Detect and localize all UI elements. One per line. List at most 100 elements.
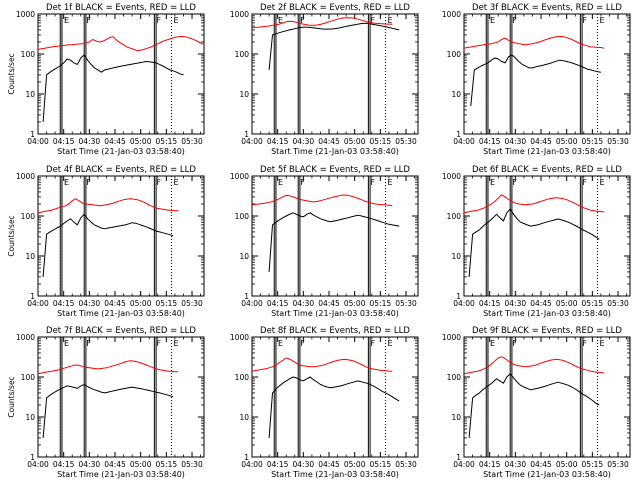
y-tick-label: 10	[451, 413, 461, 422]
y-tick-label: 1	[456, 292, 461, 301]
x-axis-label: Start Time (21-Jan-03 03:58:40)	[57, 309, 185, 318]
panel-title: Det 6f BLACK = Events, RED = LLD	[472, 165, 622, 175]
x-tick-label: 05:00	[344, 137, 366, 146]
x-tick-label: 04:30	[79, 137, 101, 146]
series-group	[38, 35, 204, 123]
panel-det-6: Det 6f BLACK = Events, RED = LLD 04:00 04:…	[442, 165, 631, 318]
y-tick-label: 10	[239, 413, 249, 422]
x-tick-label: 04:30	[505, 137, 527, 146]
interval-marker-label: F	[582, 178, 587, 187]
y-tick-label: 100	[235, 50, 250, 59]
x-axis-label: Start Time (21-Jan-03 03:58:40)	[483, 309, 611, 318]
y-tick-label: 1	[244, 130, 249, 139]
y-tick-label: 1000	[230, 10, 249, 19]
y-tick-label: 1	[30, 130, 35, 139]
plot-frame	[251, 336, 419, 458]
x-tick-label: 04:15	[479, 299, 501, 308]
y-tick-label: 10	[25, 413, 35, 422]
x-tick-label: 05:00	[130, 299, 152, 308]
interval-marker-label: F	[512, 178, 517, 187]
series-lld-line	[252, 17, 393, 29]
series-events-line	[42, 384, 174, 438]
x-tick-label: 05:15	[156, 137, 178, 146]
series-events-line	[268, 212, 400, 272]
y-tick-label: 1000	[442, 10, 461, 19]
interval-marker-label: F	[582, 339, 587, 348]
series-lld-line	[38, 360, 179, 375]
interval-marker-label: F	[156, 339, 161, 348]
interval-marker-label: F	[300, 16, 305, 25]
x-tick-label: 05:00	[556, 299, 578, 308]
series-lld-line	[38, 35, 204, 52]
x-tick-label: 05:00	[556, 460, 578, 469]
plot-frame	[37, 13, 205, 135]
x-tick-label: 05:15	[582, 137, 604, 146]
interval-marker-label: F	[86, 339, 91, 348]
interval-marker-label: F	[86, 178, 91, 187]
panel-title: Det 4f BLACK = Events, RED = LLD	[46, 165, 196, 175]
series-group	[38, 198, 179, 277]
x-tick-label: 04:00	[27, 460, 49, 469]
x-tick-label: 04:15	[267, 299, 289, 308]
x-tick-label: 04:45	[318, 299, 340, 308]
panel-det-4: Det 4f BLACK = Events, RED = LLD 04:00 04:…	[7, 165, 205, 318]
x-tick-label: 04:00	[27, 299, 49, 308]
interval-marker-label: F	[582, 16, 587, 25]
interval-marker-label: F	[156, 178, 161, 187]
panel-title: Det 3f BLACK = Events, RED = LLD	[472, 3, 622, 13]
x-tick-label: 04:15	[267, 460, 289, 469]
panel-title: Det 2f BLACK = Events, RED = LLD	[260, 3, 410, 13]
x-tick-label: 05:00	[344, 460, 366, 469]
interval-marker-label: E	[387, 16, 392, 25]
x-tick-label: 04:45	[318, 137, 340, 146]
y-tick-label: 100	[235, 373, 250, 382]
series-events-line	[42, 213, 174, 277]
x-tick-label: 04:15	[479, 137, 501, 146]
series-events-line	[468, 373, 600, 438]
series-group	[252, 194, 400, 272]
y-tick-label: 1000	[230, 172, 249, 181]
x-tick-label: 05:30	[395, 299, 417, 308]
series-lld-line	[252, 194, 393, 207]
series-events-line	[42, 54, 184, 123]
interval-marker-label: F	[370, 16, 375, 25]
panel-det-7: Det 7f BLACK = Events, RED = LLD 04:00 04:…	[7, 326, 205, 479]
plot-frame	[251, 175, 419, 297]
y-tick-label: 1	[456, 453, 461, 462]
x-axis-label: Start Time (21-Jan-03 03:58:40)	[57, 470, 185, 479]
x-axis-label: Start Time (21-Jan-03 03:58:40)	[57, 147, 185, 156]
y-tick-label: 10	[239, 90, 249, 99]
plot-frame	[37, 336, 205, 458]
x-tick-label: 04:45	[104, 460, 126, 469]
x-tick-label: 05:15	[582, 460, 604, 469]
x-axis-label: Start Time (21-Jan-03 03:58:40)	[483, 470, 611, 479]
interval-marker-label: F	[512, 16, 517, 25]
y-tick-label: 10	[451, 252, 461, 261]
panel-title: Det 7f BLACK = Events, RED = LLD	[46, 326, 196, 336]
x-tick-label: 04:45	[104, 299, 126, 308]
x-tick-label: 05:15	[370, 137, 392, 146]
x-tick-label: 05:30	[181, 299, 203, 308]
y-axis-label: Counts/sec	[7, 53, 16, 94]
y-tick-label: 10	[239, 252, 249, 261]
x-tick-label: 05:00	[556, 137, 578, 146]
series-events-line	[268, 376, 400, 438]
panel-det-1: Det 1f BLACK = Events, RED = LLD 04:00 04:…	[7, 3, 205, 156]
y-tick-label: 100	[21, 212, 36, 221]
y-tick-label: 10	[25, 252, 35, 261]
x-tick-label: 04:45	[318, 460, 340, 469]
x-tick-label: 05:15	[156, 299, 178, 308]
x-tick-label: 04:15	[267, 137, 289, 146]
series-lld-line	[252, 357, 393, 372]
x-tick-label: 04:30	[505, 460, 527, 469]
x-tick-label: 05:15	[370, 460, 392, 469]
x-axis-label: Start Time (21-Jan-03 03:58:40)	[271, 309, 399, 318]
interval-marker-label: E	[173, 16, 178, 25]
plot-frame	[463, 175, 631, 297]
panel-title: Det 8f BLACK = Events, RED = LLD	[260, 326, 410, 336]
panel-det-8: Det 8f BLACK = Events, RED = LLD 04:00 04:…	[230, 326, 419, 479]
x-tick-label: 05:30	[395, 137, 417, 146]
series-group	[38, 360, 179, 438]
x-tick-label: 05:00	[130, 460, 152, 469]
panel-title: Det 5f BLACK = Events, RED = LLD	[260, 165, 410, 175]
